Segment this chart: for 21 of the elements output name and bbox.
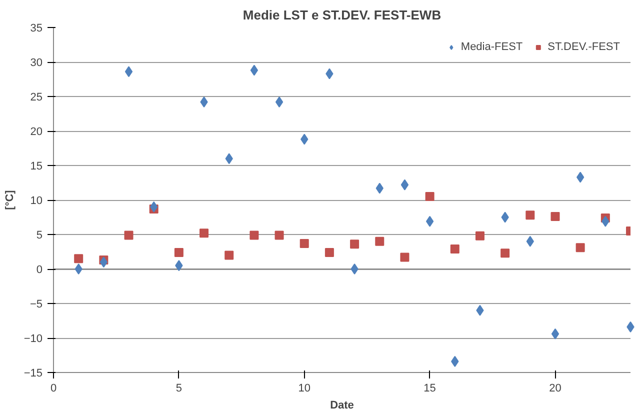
y-axis-title: [°C] [4, 190, 16, 210]
y-tick-label: 20 [30, 126, 43, 138]
x-tick-label: 10 [298, 382, 310, 394]
x-tick-label: 20 [549, 382, 562, 394]
y-tick-label: −10 [24, 333, 43, 345]
y-tick-label: 5 [36, 230, 43, 242]
x-tick-label: 0 [50, 382, 57, 394]
y-tick-label: 35 [30, 22, 43, 34]
x-tick-label: 5 [176, 382, 182, 394]
x-tick-label: 15 [424, 382, 436, 394]
chart-title: Medie LST e ST.DEV. FEST-EWB [242, 8, 442, 22]
y-tick-label: −15 [24, 368, 43, 380]
legend-label: Media-FEST [460, 41, 523, 53]
y-tick-label: 0 [36, 264, 43, 276]
y-tick-label: −5 [30, 298, 43, 310]
y-tick-label: 10 [30, 195, 43, 207]
legend-label: ST.DEV.-FEST [548, 41, 620, 53]
y-tick-label: 25 [30, 92, 43, 104]
y-tick-label: 30 [30, 57, 43, 69]
x-axis-title: Date [330, 400, 354, 412]
y-tick-label: 15 [30, 160, 43, 172]
